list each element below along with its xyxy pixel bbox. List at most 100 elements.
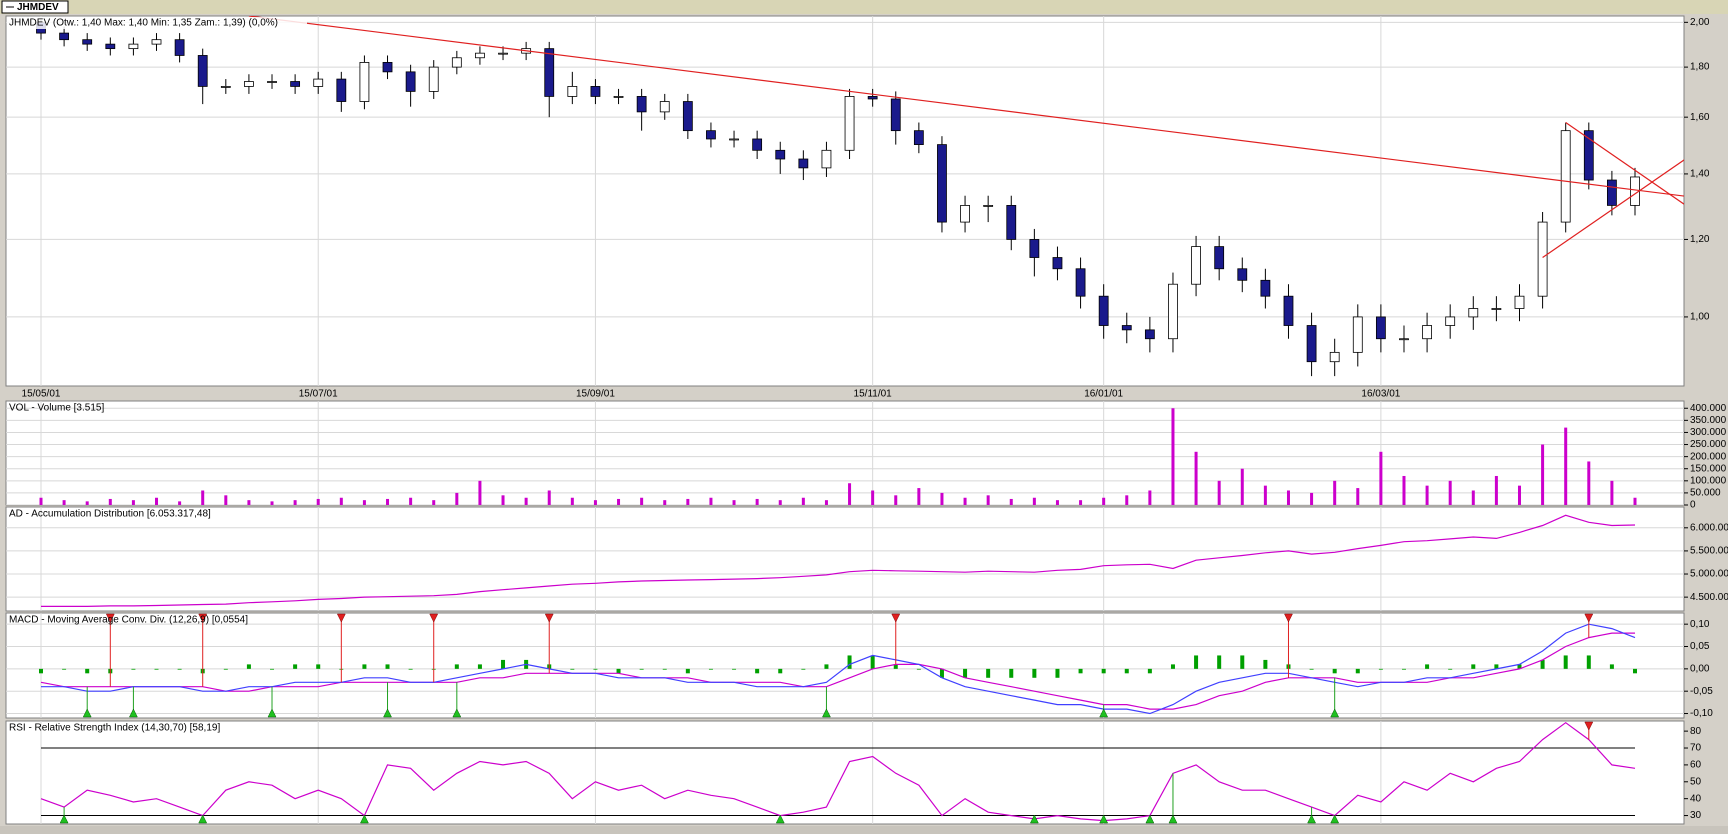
candle-body — [1514, 295, 1525, 309]
candle-body — [1029, 239, 1040, 258]
bar — [455, 492, 459, 505]
bar — [755, 498, 759, 505]
buy-signal — [383, 708, 392, 718]
y-tick-label: 6.000.000 — [1690, 522, 1728, 533]
y-tick-label: 300.000 — [1690, 427, 1727, 438]
buy-signal — [1330, 814, 1340, 824]
y-tick-label: 0,00 — [1690, 663, 1710, 674]
histogram-bar — [1471, 664, 1476, 669]
tab-label[interactable]: JHMDEV — [17, 2, 59, 13]
bar — [247, 500, 251, 505]
bar — [1402, 475, 1406, 505]
histogram-bar — [270, 668, 275, 670]
y-tick-label: 1,20 — [1690, 234, 1710, 245]
plot-area — [6, 16, 1684, 386]
bar — [1055, 500, 1059, 505]
histogram-bar — [408, 668, 413, 670]
bar — [108, 498, 112, 505]
bar — [409, 497, 413, 505]
histogram-bar — [593, 668, 598, 670]
bar — [293, 500, 297, 505]
candle-body — [752, 138, 763, 151]
panel-title: VOL - Volume [3.515] — [9, 403, 104, 414]
candle-body — [313, 78, 324, 87]
candle-body — [1375, 316, 1386, 340]
candle-body — [498, 52, 508, 55]
x-tick-label: 16/03/01 — [1361, 389, 1400, 400]
histogram-bar — [454, 664, 459, 669]
bar — [1310, 492, 1314, 505]
candle-body — [1237, 268, 1248, 281]
histogram-bar — [939, 668, 944, 678]
y-tick-label: -0,10 — [1690, 708, 1713, 719]
panel — [5, 720, 1685, 825]
candle-body — [682, 101, 693, 132]
histogram-bar — [477, 664, 482, 669]
histogram-bar — [1401, 668, 1406, 670]
candle-body — [1075, 268, 1086, 297]
bar — [1286, 490, 1290, 505]
candle-body — [659, 101, 670, 113]
histogram-bar — [616, 668, 621, 674]
buy-signal — [82, 708, 92, 718]
bar — [316, 498, 320, 505]
candle-body — [1468, 308, 1479, 318]
histogram-bar — [131, 668, 136, 670]
y-tick-label: 200.000 — [1690, 451, 1727, 462]
bar — [801, 497, 805, 505]
y-tick-label: 350.000 — [1690, 415, 1727, 426]
histogram-bar — [1170, 664, 1175, 669]
histogram-bar — [778, 668, 783, 674]
series-line — [40, 632, 1635, 710]
panel — [5, 400, 1685, 506]
candle-body — [82, 39, 93, 45]
panel — [5, 15, 1685, 387]
candle-body — [1144, 329, 1155, 340]
bar — [1079, 500, 1083, 505]
y-tick-label: 2,00 — [1690, 17, 1710, 28]
candle-body — [544, 48, 555, 97]
candle-body — [590, 86, 601, 97]
plot-area — [6, 613, 1684, 718]
bar — [1587, 461, 1591, 505]
candle-body — [267, 81, 277, 83]
histogram-bar — [1078, 668, 1083, 674]
histogram-bar — [685, 668, 690, 674]
bar — [62, 500, 66, 505]
histogram-bar — [1332, 668, 1337, 674]
buy-signal — [775, 814, 785, 824]
candle-body — [128, 43, 139, 50]
histogram-bar — [963, 668, 968, 678]
histogram-bar — [1147, 668, 1152, 674]
histogram-bar — [62, 668, 67, 670]
sell-signal — [1584, 613, 1594, 623]
bar — [686, 498, 690, 505]
tab[interactable] — [1, 0, 69, 14]
candle-body — [775, 149, 786, 160]
bar — [1148, 490, 1152, 505]
y-tick-label: 0,05 — [1690, 641, 1710, 652]
bar — [39, 497, 43, 505]
candle-body — [937, 144, 947, 223]
bar — [1379, 451, 1383, 505]
histogram-bar — [1633, 668, 1637, 674]
bar — [1356, 488, 1360, 505]
bar — [1102, 497, 1106, 505]
histogram-bar — [847, 655, 852, 669]
panel-title: JHMDEV (Otw.: 1,40 Max: 1,40 Min: 1,35 Z… — [9, 18, 278, 29]
histogram-bar — [1032, 668, 1037, 678]
bar — [1125, 495, 1129, 505]
buy-signal — [129, 708, 138, 718]
bar — [1171, 408, 1175, 505]
sell-signal — [105, 613, 115, 623]
buy-signal — [360, 814, 369, 824]
candle-body — [1560, 130, 1571, 223]
bar — [963, 497, 967, 505]
histogram-bar — [223, 668, 228, 670]
y-tick-label: 250.000 — [1690, 439, 1727, 450]
trendline — [1565, 122, 1684, 205]
candle-body — [1121, 325, 1132, 331]
histogram-bar — [1217, 655, 1222, 669]
buy-signal — [452, 708, 462, 718]
